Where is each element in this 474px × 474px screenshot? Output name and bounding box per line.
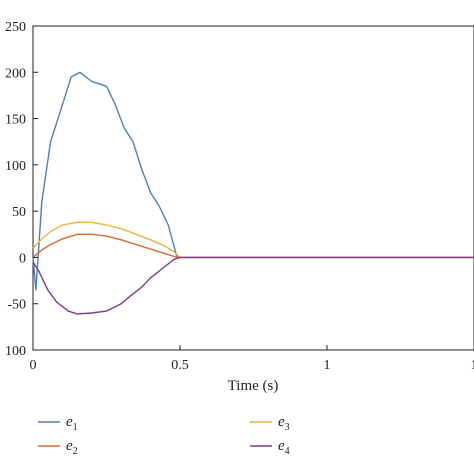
y-tick-label: 200 <box>5 66 26 81</box>
y-tick-label: 250 <box>5 20 26 35</box>
x-tick-label: 0.5 <box>171 358 189 373</box>
legend-label: e3 <box>278 414 290 433</box>
y-tick-label: 100 <box>5 344 26 359</box>
legend-item-e4: e4 <box>250 438 290 457</box>
y-axis-ticks: 100 -50 0 50 100 150 200 250 <box>5 20 38 359</box>
y-tick-label: -50 <box>7 298 26 313</box>
series-line-e4 <box>32 256 474 315</box>
y-tick-label: 0 <box>19 251 26 266</box>
series-line-e2 <box>32 233 474 259</box>
legend-item-e3: e3 <box>250 414 290 433</box>
plot-frame <box>32 25 474 351</box>
y-tick-label: 100 <box>5 159 26 174</box>
x-tick-label: 1 <box>324 358 331 373</box>
legend-label: e1 <box>66 414 78 433</box>
x-axis-title: Time (s) <box>228 378 279 394</box>
legend-label: e2 <box>66 438 78 457</box>
y-tick-label: 150 <box>5 113 26 128</box>
x-tick-label: 0 <box>30 358 37 373</box>
legend-item-e1: e1 <box>38 414 78 433</box>
y-tick-label: 50 <box>12 205 26 220</box>
plot-area <box>32 25 474 351</box>
legend-item-e2: e2 <box>38 438 78 457</box>
x-axis-ticks: 0 0.5 1 1 <box>30 345 474 373</box>
legend: e1 e2 e3 e4 <box>38 414 290 457</box>
legend-label: e4 <box>278 438 290 457</box>
x-tick-label: 1 <box>471 358 474 373</box>
series-line-e3 <box>32 221 474 259</box>
series-layer <box>32 71 474 315</box>
